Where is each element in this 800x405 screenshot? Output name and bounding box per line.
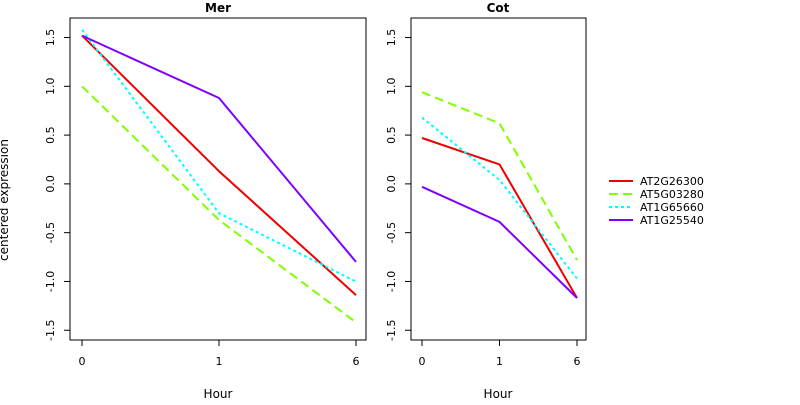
x-tick-label: 1 xyxy=(496,355,503,368)
legend-label: AT2G26300 xyxy=(640,175,704,188)
y-tick-label: -0.5 xyxy=(44,222,57,243)
y-tick-label: 1.0 xyxy=(44,78,57,96)
panel-title: Cot xyxy=(487,1,510,15)
legend-label: AT1G25540 xyxy=(640,214,704,227)
plot-frame xyxy=(69,17,367,341)
series-line-at5g03280 xyxy=(81,85,357,324)
y-tick-label: 0.5 xyxy=(44,126,57,144)
x-axis-title: Hour xyxy=(484,387,513,400)
y-tick-label: 0.0 xyxy=(44,175,57,193)
series-line-at1g65660 xyxy=(81,29,357,283)
panel-title: Mer xyxy=(205,1,231,15)
y-tick-label: 1.5 xyxy=(44,29,57,47)
series-line-at2g26300 xyxy=(81,34,357,296)
x-tick-label: 0 xyxy=(419,355,426,368)
series-line-at5g03280 xyxy=(421,91,578,261)
legend-label: AT1G65660 xyxy=(640,201,704,214)
panel-cot: Cot -1.5 -1.0 -0.5 0.0 0.5 1.0 1.5 0 1 6 Hour xyxy=(385,1,587,401)
y-tick-label: 0.0 xyxy=(385,175,398,193)
series-line-at2g26300 xyxy=(421,137,578,299)
series-line-at1g25540 xyxy=(421,185,578,299)
panel-mer: Mer -1.5 -1.0 -0.5 0.0 0.5 1.0 1.5 0 1 6 Hour xyxy=(44,1,367,401)
y-tick-label: -1.5 xyxy=(44,320,57,341)
legend-label: AT5G03280 xyxy=(640,188,704,201)
y-tick-label: 0.5 xyxy=(385,126,398,144)
y-tick-label: -1.5 xyxy=(385,320,398,341)
y-axis-title: centered expression xyxy=(0,139,11,261)
x-tick-label: 6 xyxy=(353,355,360,368)
y-tick-label: -0.5 xyxy=(385,222,398,243)
x-axis-title: Hour xyxy=(204,387,233,400)
plot-frame xyxy=(410,17,587,341)
y-tick-label: 1.0 xyxy=(385,78,398,96)
y-tick-label: 1.5 xyxy=(385,29,398,47)
y-tick-label: -1.0 xyxy=(44,271,57,292)
series-line-at1g25540 xyxy=(81,34,357,263)
x-tick-label: 0 xyxy=(79,355,86,368)
x-tick-label: 6 xyxy=(574,355,581,368)
y-tick-label: -1.0 xyxy=(385,271,398,292)
x-tick-label: 1 xyxy=(216,355,223,368)
